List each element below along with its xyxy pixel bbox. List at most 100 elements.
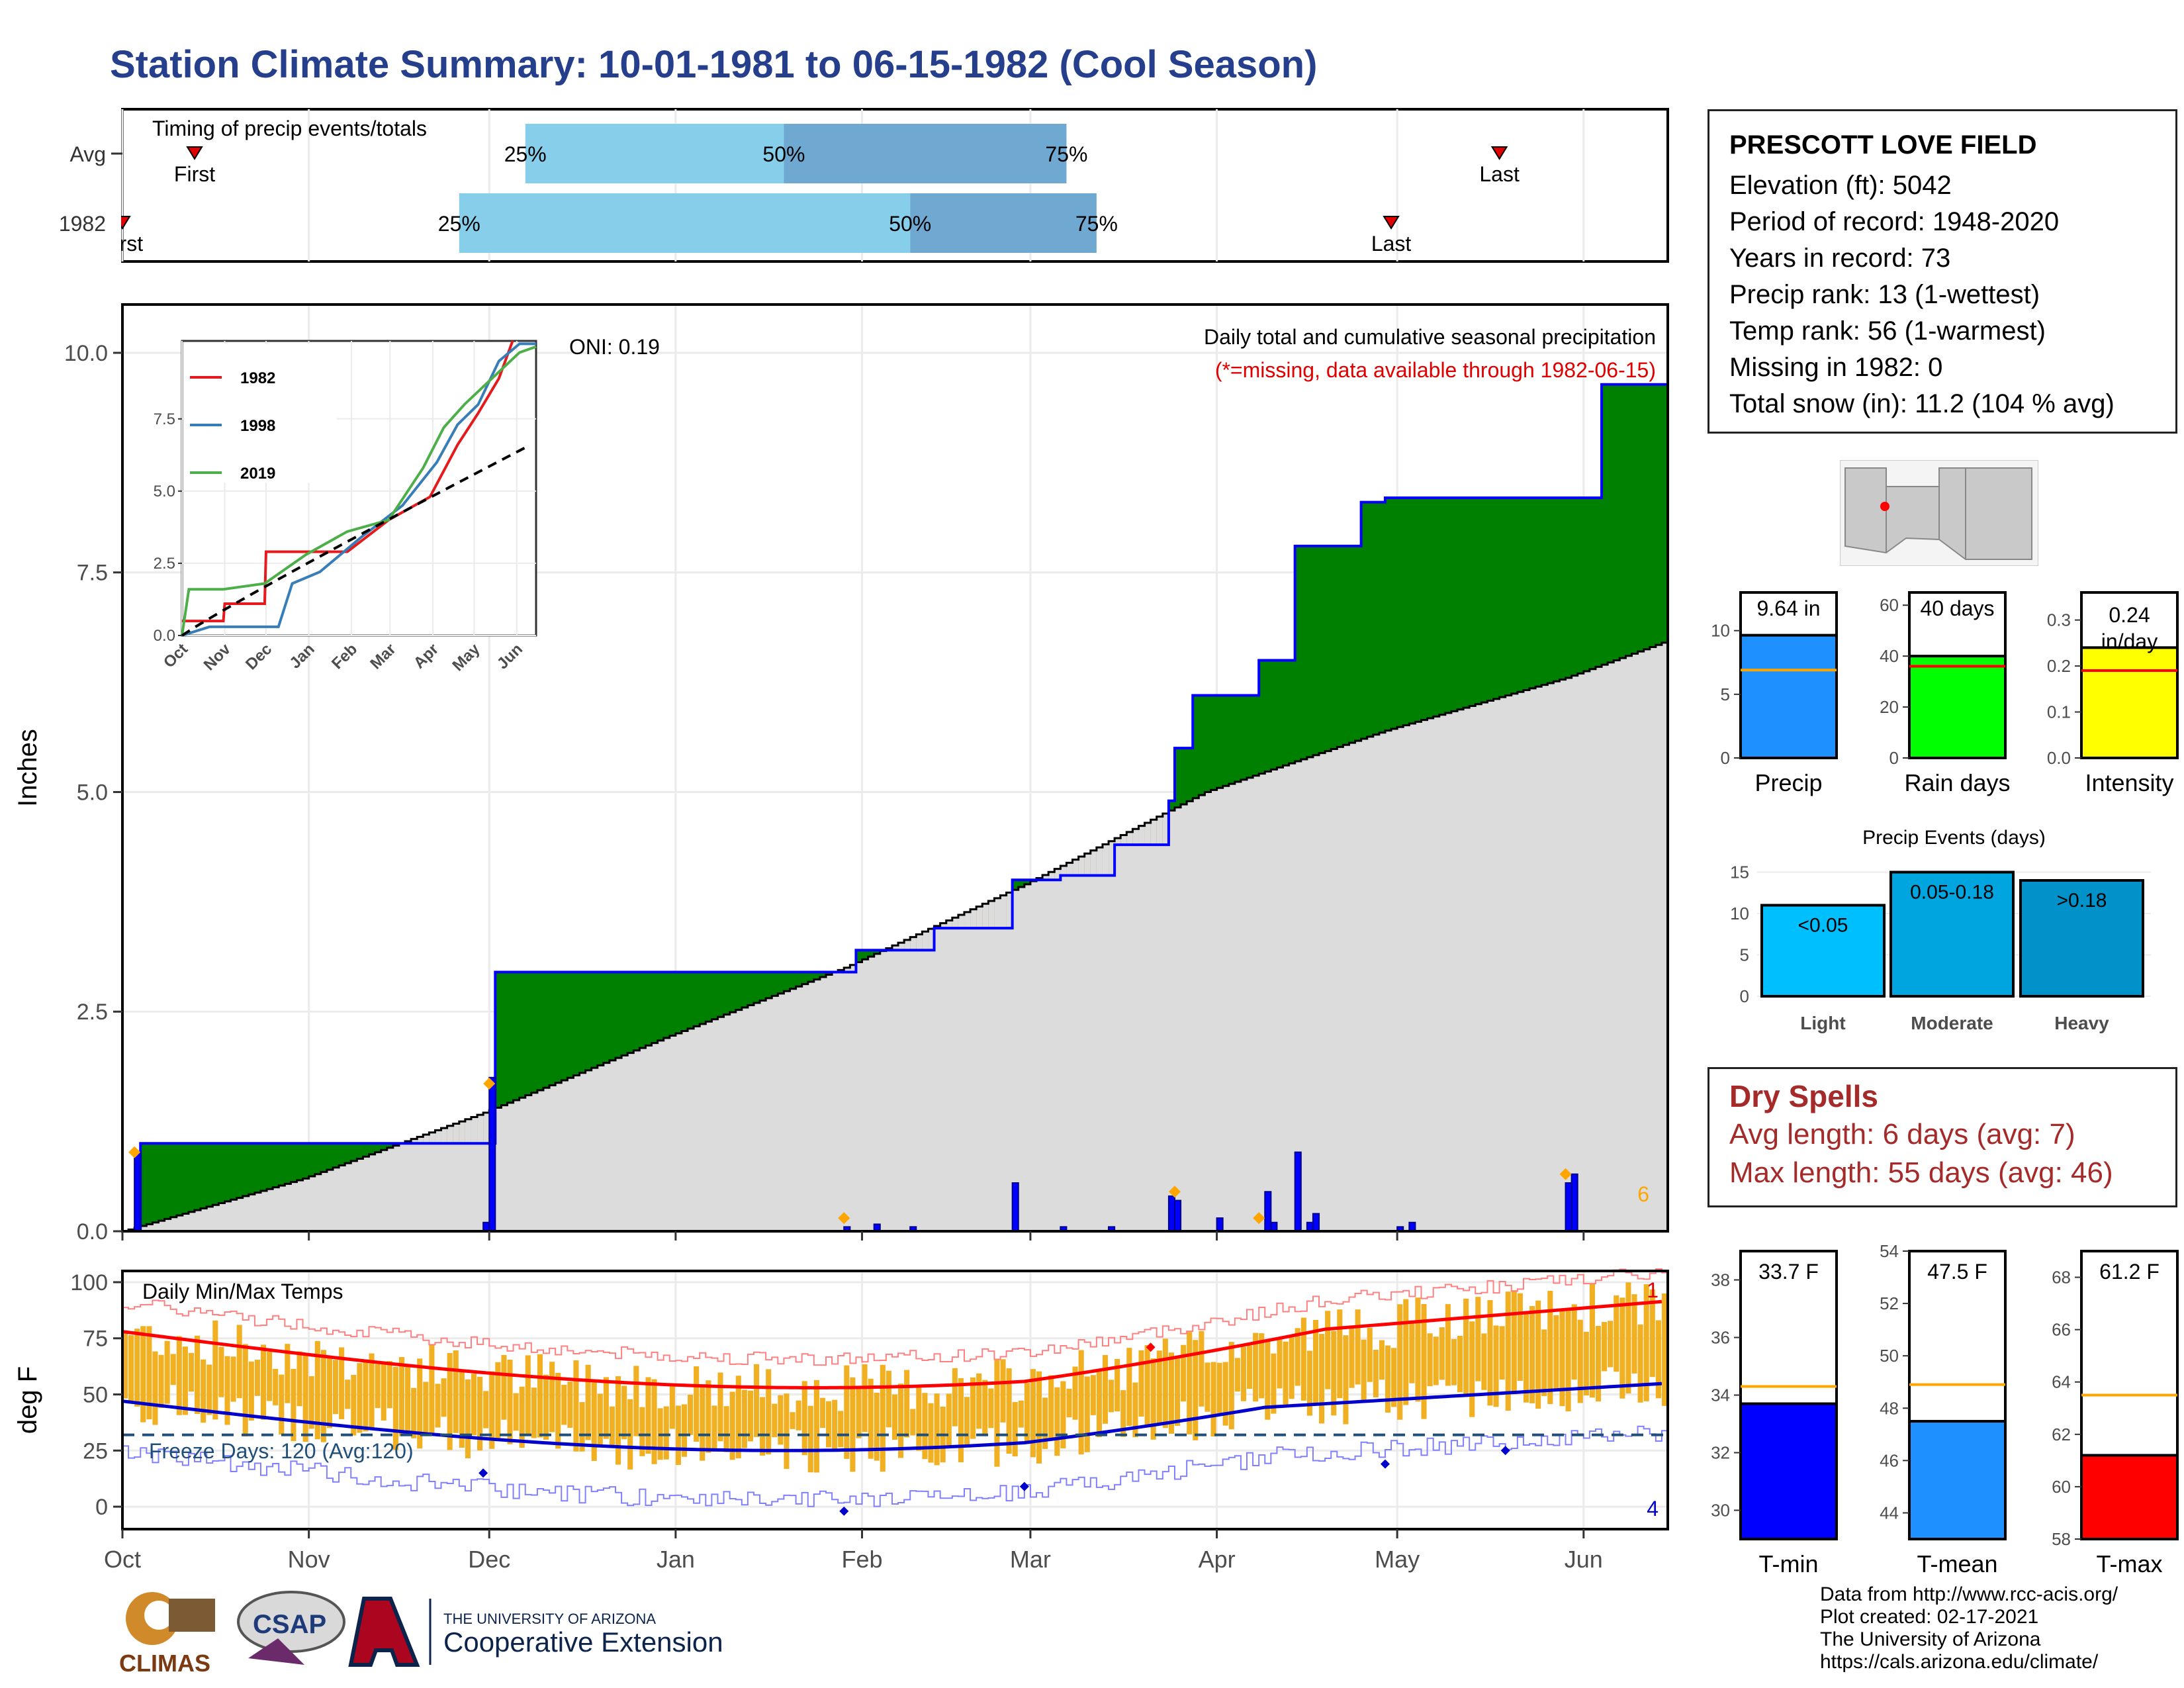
- avg-cumulative-area: [531, 1092, 538, 1231]
- avg-cumulative-area: [1608, 662, 1614, 1231]
- avg-cumulative-area: [1343, 745, 1350, 1231]
- timing-p50-label: 50%: [762, 142, 805, 166]
- events-category-label: Light: [1800, 1013, 1845, 1033]
- temp-summary-category-label: T-min: [1759, 1550, 1819, 1577]
- avg-cumulative-area: [1300, 759, 1308, 1231]
- avg-cumulative-area: [784, 991, 791, 1231]
- avg-cumulative-area: [212, 1205, 219, 1231]
- precip-diff-area: [248, 1143, 255, 1195]
- page-title: Station Climate Summary: 10-01-1981 to 0…: [110, 43, 1318, 86]
- daily-temp-bar: [886, 1370, 891, 1428]
- temp-summary-y-tick-label: 46: [1880, 1450, 1899, 1470]
- daily-temp-bar: [621, 1385, 627, 1440]
- daily-temp-bar: [1463, 1298, 1469, 1397]
- credit-university: The University of Arizona: [1820, 1628, 2041, 1650]
- temp-summary-bar: [1908, 1420, 2007, 1540]
- y-tick-label: 7.5: [77, 561, 108, 586]
- daily-temp-bar: [784, 1393, 790, 1470]
- precip-diff-area: [645, 972, 653, 1046]
- avg-cumulative-area: [669, 1035, 676, 1231]
- avg-cumulative-area: [206, 1206, 213, 1231]
- daily-temp-bar: [369, 1353, 375, 1429]
- avg-cumulative-area: [254, 1192, 261, 1231]
- timing-row-label: Avg: [69, 142, 106, 166]
- daily-temp-bar: [320, 1350, 326, 1442]
- avg-cumulative-area: [164, 1219, 171, 1231]
- events-y-tick-label: 15: [1730, 863, 1749, 882]
- avg-cumulative-area: [260, 1190, 267, 1231]
- precip-diff-area: [1451, 497, 1458, 712]
- daily-temp-bar: [790, 1412, 796, 1429]
- avg-cumulative-area: [1090, 850, 1097, 1231]
- timing-row-label: 1982: [59, 212, 106, 236]
- inset-y-tick-label: 2.5: [154, 555, 175, 573]
- avg-min-line: [122, 1382, 1662, 1452]
- daily-precip-bar: [1570, 1173, 1578, 1232]
- avg-cumulative-area: [459, 1121, 466, 1231]
- inset-year-line: [181, 345, 537, 636]
- summary-value-label: 40 days: [1920, 596, 1994, 620]
- avg-cumulative-area: [1150, 820, 1158, 1231]
- daily-temp-bar: [1126, 1348, 1132, 1426]
- avg-cumulative-area: [934, 925, 941, 1231]
- precip-diff-area: [345, 1143, 351, 1164]
- daily-temp-bar: [1120, 1390, 1126, 1437]
- daily-precip-bar: [488, 1076, 496, 1232]
- precip-diff-area: [1637, 384, 1645, 652]
- record-low-marker: [478, 1468, 488, 1478]
- avg-cumulative-area: [633, 1050, 640, 1231]
- avg-cumulative-area: [982, 904, 989, 1231]
- avg-cumulative-area: [477, 1115, 484, 1231]
- precip-diff-area: [543, 972, 550, 1088]
- precip-diff-area: [1595, 497, 1602, 667]
- daily-temp-bar: [946, 1393, 952, 1447]
- precip-diff-area: [201, 1143, 207, 1209]
- record-low-marker: [1380, 1459, 1390, 1469]
- avg-cumulative-area: [1174, 807, 1181, 1231]
- avg-cumulative-area: [579, 1072, 586, 1231]
- csap-logo: CSAP: [237, 1591, 345, 1665]
- daily-temp-bar: [760, 1397, 766, 1456]
- avg-cumulative-area: [904, 939, 911, 1231]
- daily-temp-bar: [1228, 1342, 1234, 1430]
- daily-temp-bar: [1637, 1324, 1643, 1403]
- daily-temp-bar: [195, 1335, 201, 1415]
- month-label: Oct: [104, 1546, 141, 1573]
- daily-temp-bar: [447, 1352, 453, 1450]
- precip-diff-area: [1661, 384, 1668, 643]
- precip-diff-area: [1181, 748, 1187, 805]
- daily-temp-bar: [807, 1405, 813, 1473]
- daily-temp-bar: [1355, 1309, 1361, 1385]
- avg-cumulative-area: [1325, 751, 1332, 1231]
- precip-diff-area: [1583, 497, 1590, 672]
- daily-temp-bar: [1373, 1349, 1379, 1397]
- summary-category-label: Precip: [1754, 769, 1822, 796]
- precip-diff-area: [1409, 497, 1416, 724]
- oni-label: ONI: 0.19: [569, 335, 660, 359]
- avg-cumulative-area: [375, 1152, 382, 1231]
- daily-temp-bar: [1277, 1338, 1283, 1389]
- precip-diff-area: [375, 1143, 382, 1152]
- summary-y-tick-label: 0.0: [2047, 748, 2071, 768]
- avg-cumulative-area: [1337, 747, 1343, 1231]
- precip-diff-area: [260, 1143, 267, 1191]
- events-bar-label: 0.05-0.18: [1910, 882, 1994, 904]
- daily-temp-bar: [501, 1354, 507, 1420]
- avg-cumulative-area: [495, 1107, 502, 1231]
- dry-spells-box: Dry Spells Avg length: 6 days (avg: 7) M…: [1707, 1067, 2177, 1207]
- precip-diff-area: [1649, 384, 1657, 647]
- daily-temp-bar: [1595, 1325, 1602, 1402]
- avg-cumulative-area: [1541, 684, 1548, 1231]
- avg-cumulative-area: [567, 1078, 574, 1231]
- daily-temp-bar: [1174, 1358, 1181, 1426]
- daily-temp-bar: [1312, 1320, 1319, 1405]
- precip-diff-area: [351, 1143, 357, 1161]
- precip-diff-area: [291, 1143, 298, 1182]
- precip-diff-area: [285, 1143, 291, 1184]
- avg-cumulative-area: [790, 988, 797, 1231]
- temp-title: Daily Min/Max Temps: [142, 1280, 343, 1303]
- temp-summary-y-tick-label: 38: [1711, 1270, 1730, 1290]
- avg-cumulative-area: [940, 923, 947, 1231]
- avg-cumulative-area: [880, 951, 887, 1231]
- y-tick-label: 0.0: [77, 1219, 108, 1244]
